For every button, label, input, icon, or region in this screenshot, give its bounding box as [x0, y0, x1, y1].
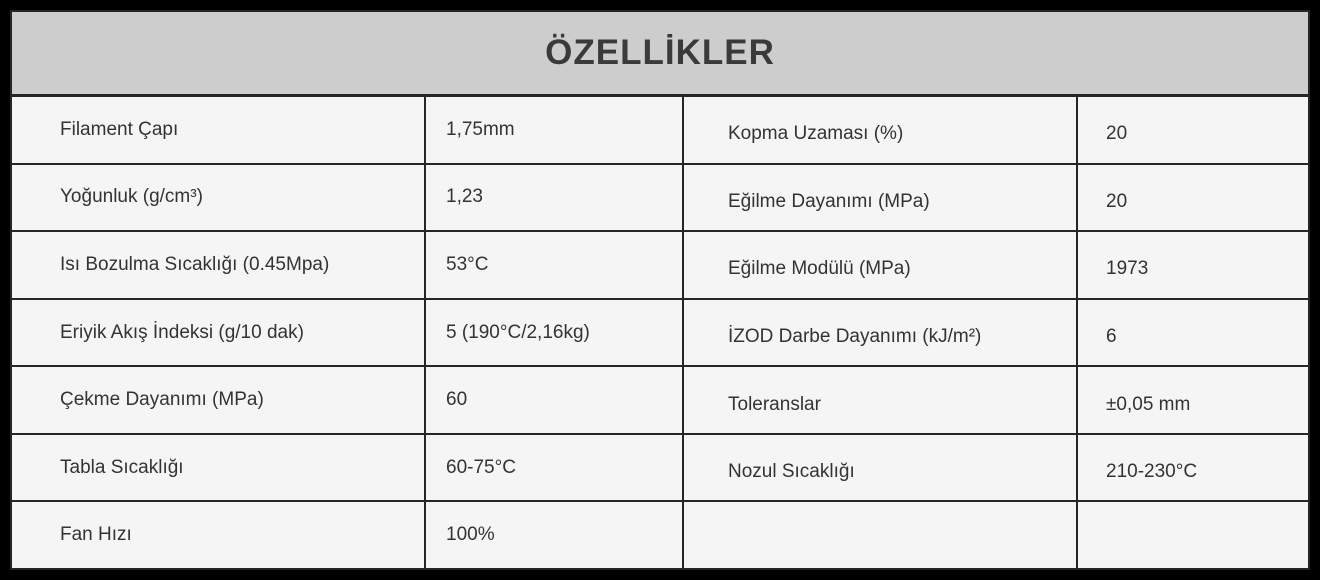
spec-label-cell — [684, 502, 1078, 569]
spec-table: ÖZELLİKLER Filament Çapı 1,75mm Yoğunluk… — [10, 10, 1310, 570]
spec-value-cell: 100% — [426, 502, 682, 569]
spec-value-cell: 210-230°C — [1078, 434, 1308, 501]
table-body: Filament Çapı 1,75mm Yoğunluk (g/cm³) 1,… — [10, 97, 1310, 570]
spec-label-cell: Nozul Sıcaklığı — [684, 434, 1078, 501]
spec-value-cell: 60-75°C — [426, 434, 682, 501]
spec-label-cell: Eğilme Modülü (MPa) — [684, 232, 1078, 298]
table-row: Eğilme Dayanımı (MPa) 20 — [684, 164, 1308, 233]
page-title: ÖZELLİKLER — [545, 33, 775, 72]
table-row: Tabla Sıcaklığı 60-75°C — [12, 434, 682, 503]
table-row: Kopma Uzaması (%) 20 — [684, 97, 1308, 165]
spec-label-cell: Çekme Dayanımı (MPa) — [12, 367, 426, 433]
spec-label-cell: Tabla Sıcaklığı — [12, 434, 426, 501]
spec-value-cell: ±0,05 mm — [1078, 367, 1308, 433]
table-row: Yoğunluk (g/cm³) 1,23 — [12, 164, 682, 233]
table-row: Eriyik Akış İndeksi (g/10 dak) 5 (190°C/… — [12, 299, 682, 368]
spec-value-cell: 20 — [1078, 97, 1308, 163]
table-row: Nozul Sıcaklığı 210-230°C — [684, 434, 1308, 503]
table-row: Isı Bozulma Sıcaklığı (0.45Mpa) 53°C — [12, 232, 682, 300]
spec-value-cell — [1078, 502, 1308, 569]
spec-label-cell: Yoğunluk (g/cm³) — [12, 164, 426, 231]
spec-label-cell: Fan Hızı — [12, 502, 426, 569]
table-row: Toleranslar ±0,05 mm — [684, 367, 1308, 435]
spec-table-right: Kopma Uzaması (%) 20 Eğilme Dayanımı (MP… — [684, 97, 1308, 569]
table-row: Fan Hızı 100% — [12, 502, 682, 569]
spec-value-cell: 5 (190°C/2,16kg) — [426, 299, 682, 366]
spec-label-cell: Kopma Uzaması (%) — [684, 97, 1078, 163]
spec-label-cell: Filament Çapı — [12, 97, 426, 163]
spec-value-cell: 20 — [1078, 164, 1308, 231]
spec-label-cell: Toleranslar — [684, 367, 1078, 433]
table-row: Eğilme Modülü (MPa) 1973 — [684, 232, 1308, 300]
spec-value-cell: 1,23 — [426, 164, 682, 231]
spec-label-cell: Eğilme Dayanımı (MPa) — [684, 164, 1078, 231]
table-row: Filament Çapı 1,75mm — [12, 97, 682, 165]
table-row: İZOD Darbe Dayanımı (kJ/m²) 6 — [684, 299, 1308, 368]
spec-label-cell: Isı Bozulma Sıcaklığı (0.45Mpa) — [12, 232, 426, 298]
spec-label-cell: Eriyik Akış İndeksi (g/10 dak) — [12, 299, 426, 366]
table-title-bar: ÖZELLİKLER — [10, 10, 1310, 97]
spec-value-cell: 53°C — [426, 232, 682, 298]
table-row: Çekme Dayanımı (MPa) 60 — [12, 367, 682, 435]
table-row — [684, 502, 1308, 569]
spec-value-cell: 6 — [1078, 299, 1308, 366]
spec-value-cell: 1973 — [1078, 232, 1308, 298]
spec-label-cell: İZOD Darbe Dayanımı (kJ/m²) — [684, 299, 1078, 366]
spec-value-cell: 60 — [426, 367, 682, 433]
spec-table-left: Filament Çapı 1,75mm Yoğunluk (g/cm³) 1,… — [12, 97, 684, 569]
spec-value-cell: 1,75mm — [426, 97, 682, 163]
